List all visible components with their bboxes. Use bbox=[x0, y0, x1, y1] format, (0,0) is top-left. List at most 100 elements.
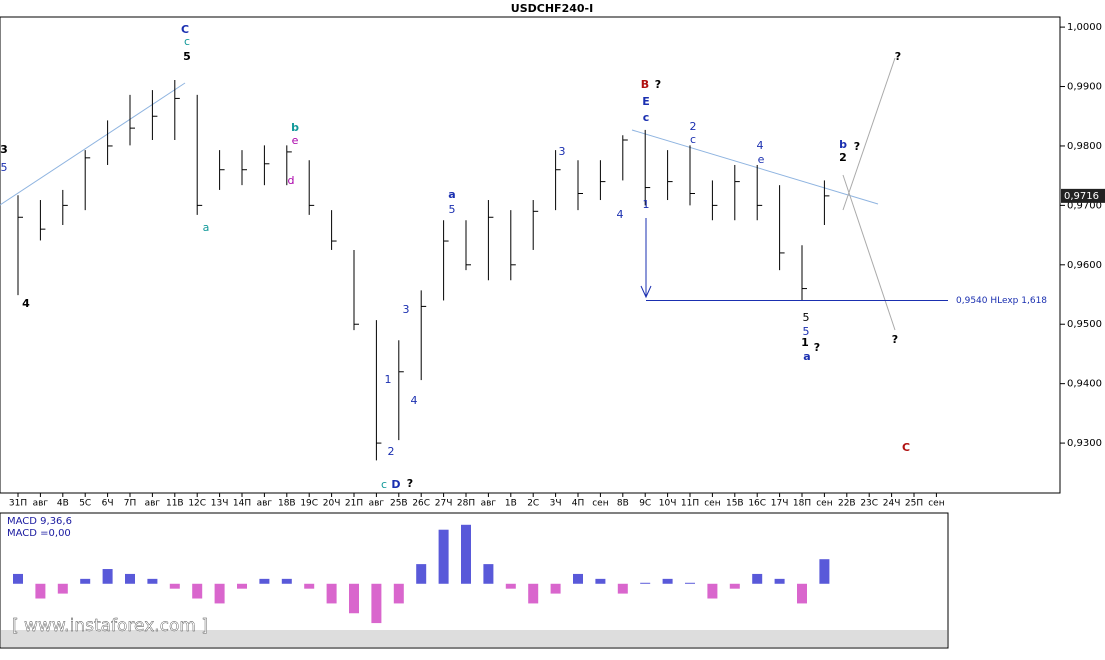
level-label: 0,9540 HLexp 1,618 bbox=[956, 296, 1047, 306]
x-tick-label: 17Ч bbox=[771, 499, 789, 509]
x-tick-label: 27Ч bbox=[435, 499, 453, 509]
x-tick-label: 4П bbox=[572, 499, 585, 509]
x-tick-label: 25В bbox=[390, 499, 408, 509]
macd-bar bbox=[147, 578, 158, 584]
wave-label: 5 bbox=[183, 50, 191, 63]
wave-label: 5 bbox=[1, 161, 8, 174]
x-tick-label: 11В bbox=[166, 499, 184, 509]
wave-label: c bbox=[690, 133, 696, 146]
macd-bar bbox=[237, 583, 247, 589]
macd-bar bbox=[304, 583, 315, 589]
macd-bar bbox=[102, 569, 113, 584]
wave-label: 5 bbox=[803, 325, 810, 338]
wave-label: 2 bbox=[839, 151, 847, 164]
wave-label: 5 bbox=[449, 203, 456, 216]
x-tick-label: 22В bbox=[838, 499, 856, 509]
macd-bar bbox=[326, 583, 337, 604]
wave-label: C bbox=[902, 441, 910, 454]
macd-bar bbox=[774, 578, 785, 584]
macd-bar bbox=[214, 583, 225, 604]
x-tick-label: 11П bbox=[681, 499, 699, 509]
wave-label: 1 bbox=[643, 198, 650, 211]
wave-label: c bbox=[643, 111, 650, 124]
macd-bar bbox=[640, 582, 651, 584]
wave-label: D bbox=[391, 478, 400, 491]
x-tick-label: 9С bbox=[639, 499, 651, 509]
macd-bar bbox=[729, 583, 740, 589]
macd-bar bbox=[281, 578, 292, 584]
x-tick-label: 13Ч bbox=[211, 499, 229, 509]
macd-bar bbox=[259, 578, 270, 584]
macd-bar bbox=[125, 573, 135, 584]
wave-label: ? bbox=[892, 333, 898, 346]
trend-line bbox=[631, 129, 879, 205]
macd-bar bbox=[707, 583, 718, 599]
x-tick-label: 12С bbox=[188, 499, 206, 509]
macd-bar bbox=[192, 583, 203, 599]
y-tick-label: 1,0000 bbox=[1067, 22, 1102, 33]
macd-bar bbox=[80, 578, 91, 584]
macd-bar bbox=[505, 583, 516, 589]
wave-label: ? bbox=[814, 341, 820, 354]
y-tick-label: 0,9800 bbox=[1067, 141, 1102, 152]
macd-bar bbox=[35, 583, 46, 599]
wave-label: a bbox=[448, 188, 455, 201]
wave-label: E bbox=[642, 95, 650, 108]
x-tick-label: 18В bbox=[278, 499, 296, 509]
wave-label: b bbox=[291, 121, 299, 134]
x-tick-label: авг bbox=[145, 499, 161, 509]
wave-label: 3 bbox=[559, 145, 566, 158]
y-tick-label: 0,9500 bbox=[1067, 319, 1102, 330]
wave-label: a bbox=[803, 350, 810, 363]
x-tick-label: 3Ч bbox=[550, 499, 562, 509]
x-tick-label: 15В bbox=[726, 499, 744, 509]
macd-bar bbox=[461, 524, 471, 584]
wave-label: 1 bbox=[385, 373, 392, 386]
scroll-strip bbox=[1, 630, 947, 647]
wave-label: 4 bbox=[22, 297, 30, 310]
wave-label: 3 bbox=[403, 303, 410, 316]
wave-label: 1 bbox=[801, 336, 809, 349]
macd-bar bbox=[371, 583, 382, 624]
wave-label: 4 bbox=[411, 394, 418, 407]
wave-label: 2 bbox=[388, 445, 395, 458]
x-tick-label: 14П bbox=[233, 499, 251, 509]
x-tick-label: 16С bbox=[748, 499, 766, 509]
last-price-box bbox=[1061, 188, 1105, 203]
macd-frame bbox=[0, 512, 949, 649]
trend-line bbox=[0, 82, 186, 206]
y-tick-label: 0,9300 bbox=[1067, 438, 1102, 449]
price-frame bbox=[0, 16, 1061, 494]
x-tick-label: сен bbox=[704, 499, 720, 509]
wave-label: ? bbox=[407, 477, 413, 490]
last-price-label: 0,9716 bbox=[1064, 191, 1099, 202]
x-tick-label: 5С bbox=[79, 499, 91, 509]
x-tick-label: авг bbox=[481, 499, 497, 509]
wave-label: 4 bbox=[617, 208, 624, 221]
arrow-head bbox=[640, 285, 652, 299]
macd-bar bbox=[819, 559, 830, 584]
chart-title: USDCHF240-I bbox=[511, 2, 593, 15]
x-tick-label: 28П bbox=[457, 499, 475, 509]
wave-label: 5 bbox=[803, 311, 810, 324]
x-tick-label: 24Ч bbox=[883, 499, 901, 509]
y-tick-label: 0,9400 bbox=[1067, 379, 1102, 390]
macd-bar bbox=[438, 529, 449, 584]
macd-bar bbox=[57, 583, 68, 594]
x-tick-label: 19С bbox=[300, 499, 318, 509]
macd-bar bbox=[685, 582, 695, 584]
macd-bar bbox=[393, 583, 404, 604]
wave-label: ? bbox=[895, 50, 901, 63]
x-tick-label: 25П bbox=[905, 499, 923, 509]
wave-label: C bbox=[181, 23, 189, 36]
x-tick-label: 1В bbox=[505, 499, 517, 509]
x-tick-label: 21П bbox=[345, 499, 363, 509]
x-tick-label: 4В bbox=[57, 499, 69, 509]
x-tick-label: 8В bbox=[617, 499, 629, 509]
macd-bar bbox=[573, 573, 583, 584]
macd-bar bbox=[617, 583, 628, 594]
wave-label: e bbox=[292, 134, 299, 147]
forecast-line bbox=[842, 174, 896, 331]
